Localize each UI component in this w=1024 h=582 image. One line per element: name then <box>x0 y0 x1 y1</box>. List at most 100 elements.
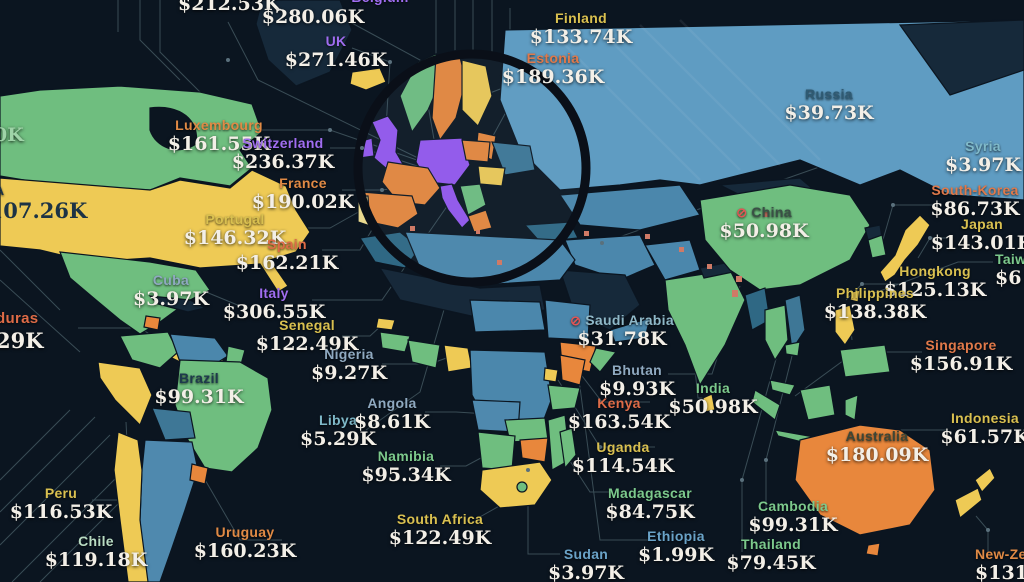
value-text: $6 <box>995 267 1022 290</box>
value-text: $122.49K <box>388 527 492 550</box>
value-text: $50.98K <box>668 396 758 419</box>
label-libya: Libya $5.29K <box>300 412 376 451</box>
label-nigeria: Nigeria $9.27K <box>311 346 387 385</box>
label-hongkong: Hongkong $125.13K <box>884 263 986 302</box>
value-text: $99.31K <box>748 514 838 537</box>
country-name: Spain <box>267 236 307 252</box>
sumatra <box>751 389 781 421</box>
value-text: $99.31K <box>154 386 244 409</box>
value-text: $114.54K <box>571 455 675 478</box>
country-sudan <box>544 299 591 341</box>
label-china: ⊘ China $50.98K <box>719 204 808 243</box>
label-portugal: Portugal $146.32K <box>184 211 286 250</box>
country-name: Kenya <box>597 395 641 411</box>
country-name: France <box>279 175 327 191</box>
country-guatemala <box>143 315 161 331</box>
label-france: France $190.02K <box>252 175 354 214</box>
value-text: $236.37K <box>231 151 335 174</box>
value-text: $125.13K <box>883 279 987 302</box>
value-text: $138.38K <box>823 301 927 324</box>
label-thailand: Thailand $79.45K <box>726 536 815 575</box>
value-text: $306.55K <box>222 301 326 324</box>
label-namibia: Namibia $95.34K <box>361 448 450 487</box>
ban-icon: ⊘ <box>570 312 582 328</box>
country-name-row: ⊘ Saudi Arabia <box>570 312 674 328</box>
value-text: $161.55K <box>167 133 271 156</box>
country-name: Singapore <box>925 337 997 353</box>
label-italy: Italy $306.55K <box>223 285 325 324</box>
country-kenya <box>559 354 586 386</box>
country-name: UK <box>325 33 347 49</box>
junction-dots <box>226 58 990 532</box>
country-name: Estonia <box>526 50 580 66</box>
value-text: $9.93K <box>598 378 676 401</box>
value-text: $107.26K <box>0 198 88 223</box>
country-philippines <box>834 304 856 347</box>
value-text: $84.75K <box>605 501 695 524</box>
country-name: Syria <box>965 138 1001 154</box>
sulawesi <box>844 394 859 421</box>
country-name: Uganda <box>596 439 650 455</box>
country-afghanistan <box>644 239 701 281</box>
sheen-lines <box>559 19 821 181</box>
label-chile: Chile $119.18K <box>45 533 147 572</box>
balkans <box>459 183 487 216</box>
value-text: $79.45K <box>726 552 816 575</box>
country-bolivia <box>151 407 196 441</box>
value-text: $31.78K <box>577 328 667 351</box>
magnifier-ring <box>353 49 591 287</box>
country-zimbabwe <box>519 437 549 463</box>
country-sri-lanka <box>702 393 716 413</box>
label-singapore: Singapore $156.91K <box>910 337 1012 376</box>
country-name: Italy <box>259 285 289 301</box>
country-name: Angola <box>367 395 417 411</box>
country-taiwan <box>849 289 861 303</box>
value-text: $160.23K <box>193 540 297 563</box>
country-name: South Africa <box>396 511 484 527</box>
country-name: Finland <box>555 10 607 26</box>
country-romania <box>477 165 506 187</box>
label-cuba: Cuba $3.97K <box>133 272 209 311</box>
country-china <box>699 184 871 291</box>
country-peru <box>97 361 153 427</box>
value-text: 29K <box>0 328 44 353</box>
label-unknown-top: $212.53K <box>178 0 280 16</box>
label-usa-value-fragment: $107.26K <box>0 198 87 223</box>
country-name: Ethiopia <box>647 528 705 544</box>
country-name: Cambodia <box>757 498 829 514</box>
country-poland <box>461 139 491 163</box>
label-finland: Finland $133.74K <box>530 10 632 49</box>
value-text: $3.97K <box>132 288 210 311</box>
country-india <box>664 269 746 387</box>
country-name: South-Korea <box>931 182 1019 198</box>
label-new-zealand-fragment: New-Zealand $131.76K <box>975 546 1024 582</box>
city-markers <box>410 212 768 297</box>
country-somalia <box>589 347 618 373</box>
label-belgium-value: $280.06K <box>262 6 364 29</box>
label-syria: Syria $3.97K <box>945 138 1021 177</box>
value-text: $50.98K <box>719 220 809 243</box>
country-guinea <box>379 331 411 353</box>
label-uganda: Uganda $114.54K <box>572 439 674 478</box>
country-chile <box>113 431 149 582</box>
country-name: Senegal <box>279 317 335 333</box>
country-uruguay <box>189 463 209 485</box>
country-name-row: ⊘ China <box>719 204 808 220</box>
label-taiwan-fragment: Taiwan $6 <box>995 251 1024 290</box>
country-name: China <box>751 204 792 220</box>
label-south-africa: South Africa $122.49K <box>389 511 491 550</box>
country-south-korea <box>867 234 887 259</box>
country-name: Chile <box>78 533 114 549</box>
country-name: Belgium <box>351 0 408 5</box>
label-luxembourg: Luxembourg $161.55K <box>168 117 270 156</box>
country-name: Taiwan <box>995 251 1024 267</box>
country-iceland <box>349 67 387 91</box>
label-japan: Japan $143.01K <box>931 216 1024 255</box>
label-uk: UK $271.46K <box>285 33 387 72</box>
value-text: $116.53K <box>9 501 113 524</box>
label-madagascar: Madagascar $84.75K <box>605 485 694 524</box>
label-brazil: Brazil $99.31K <box>154 370 243 409</box>
country-thailand <box>764 304 789 362</box>
